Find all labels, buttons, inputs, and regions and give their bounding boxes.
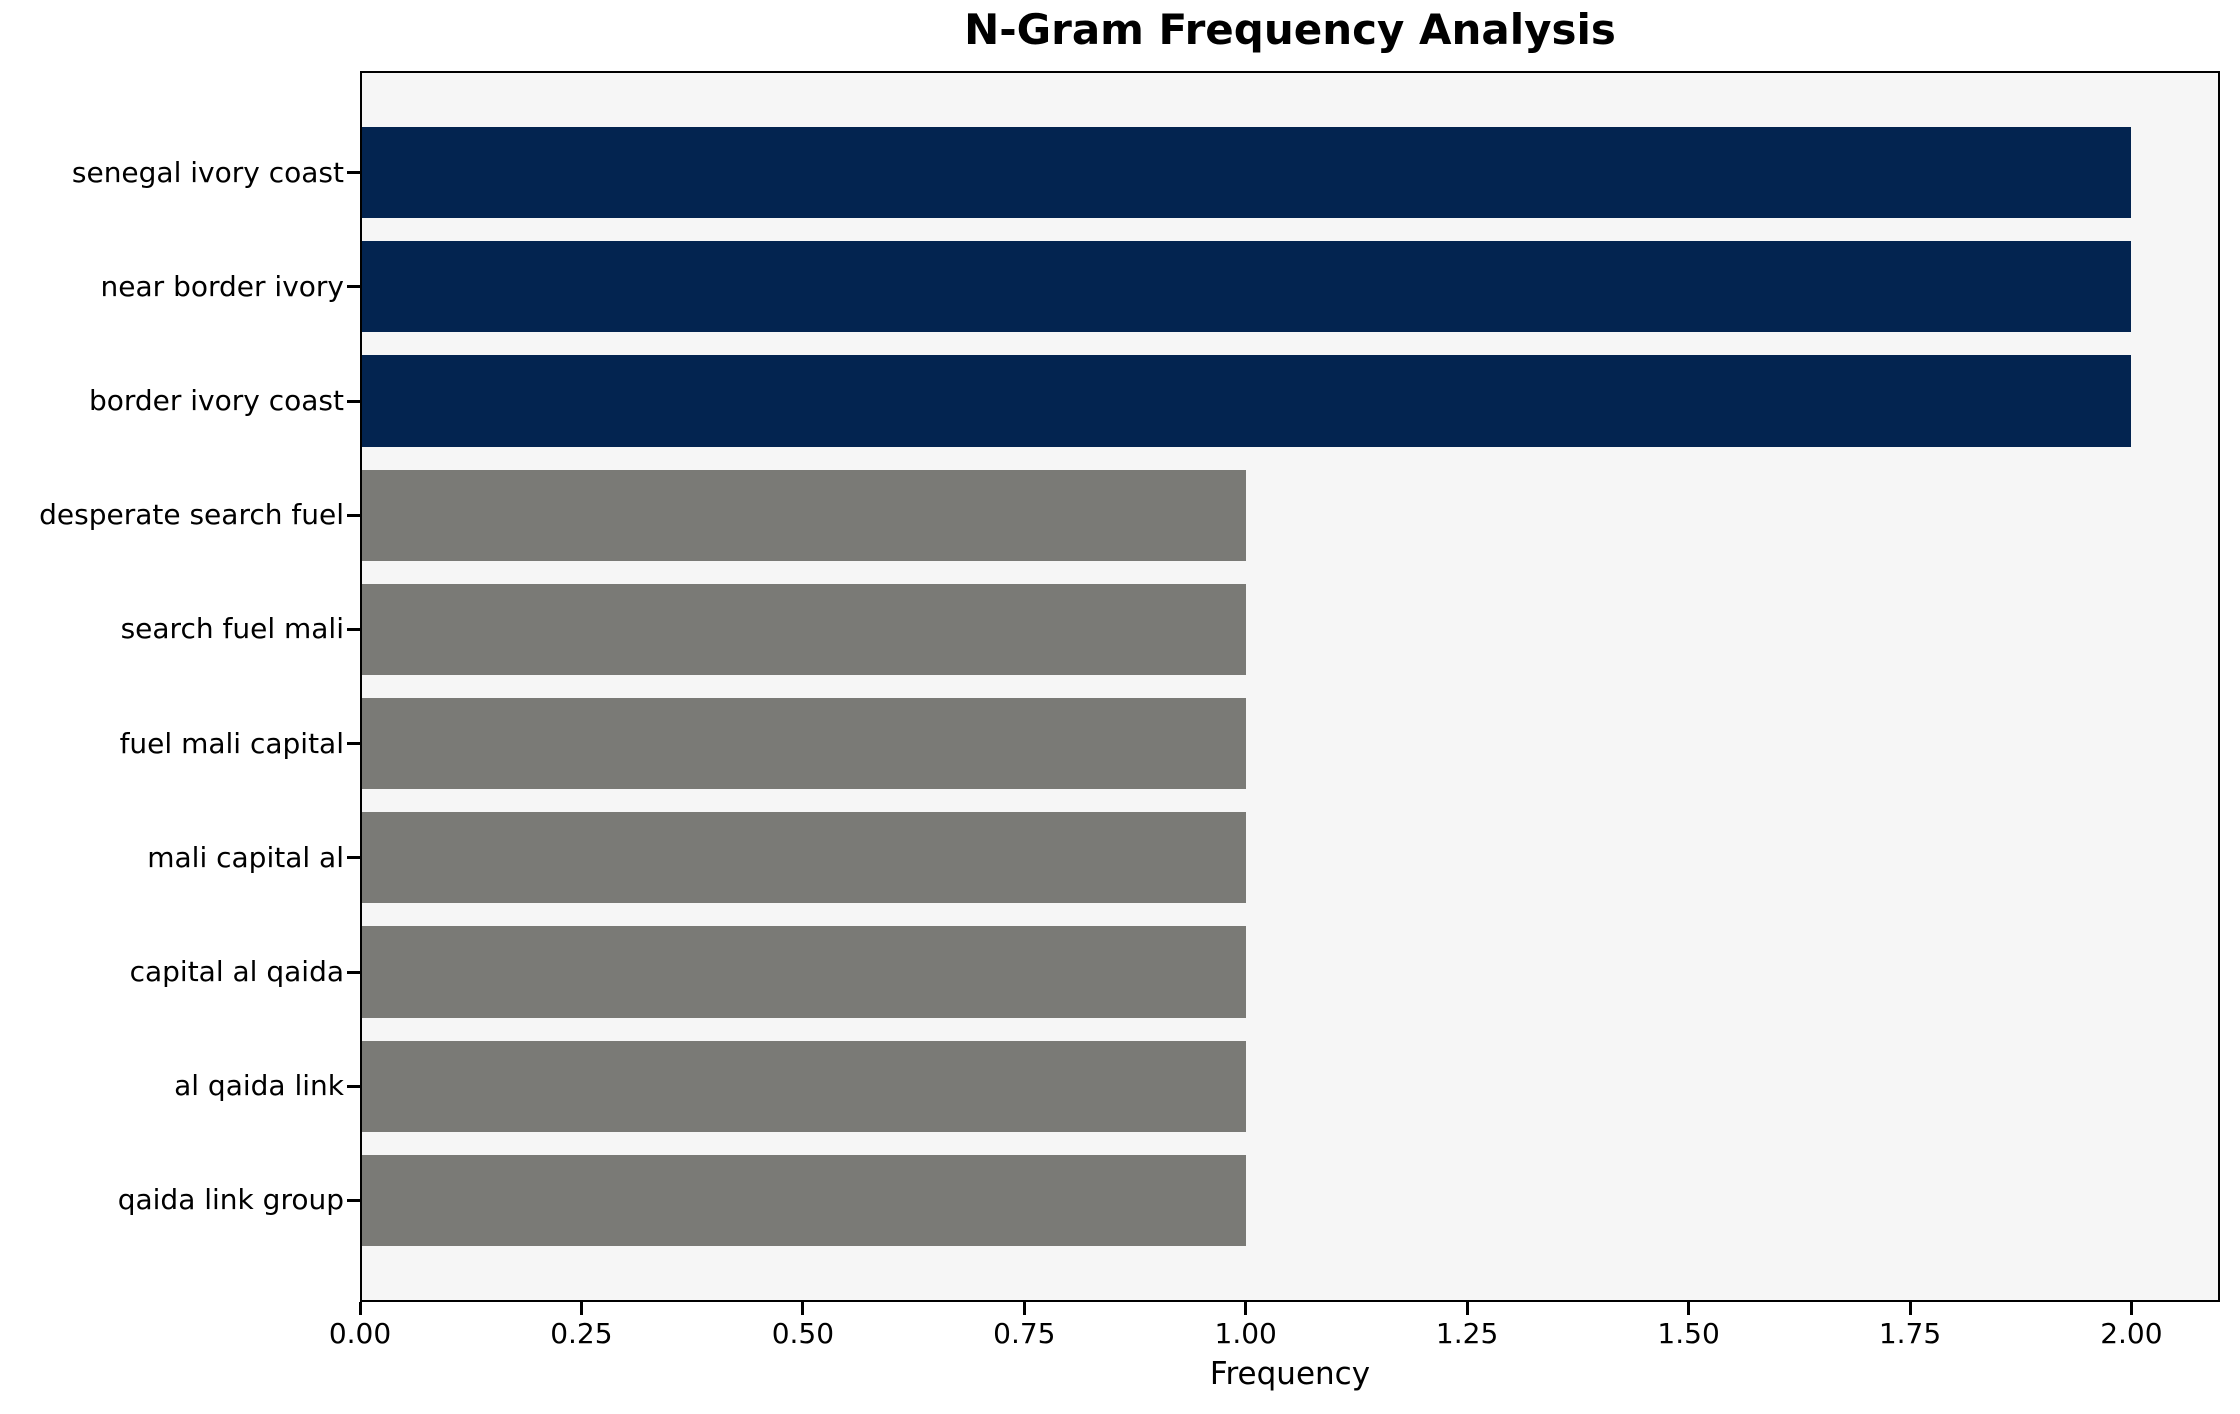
- x-tick-mark: [358, 1302, 362, 1315]
- x-tick-label: 0.50: [771, 1317, 835, 1350]
- x-axis-label: Frequency: [1209, 1356, 1371, 1392]
- x-tick-label: 2.00: [2100, 1317, 2163, 1350]
- y-tick-mark: [347, 856, 360, 860]
- y-tick-label: senegal ivory coast: [71, 155, 344, 189]
- bar-al-qaida-link: [360, 1040, 1246, 1132]
- y-tick-label: capital al qaida: [129, 955, 344, 988]
- y-tick-mark: [347, 627, 360, 631]
- y-tick-mark: [347, 399, 360, 403]
- x-tick-mark: [1465, 1302, 1469, 1315]
- bar-mali-capital-al: [360, 812, 1246, 904]
- y-tick-label: search fuel mali: [120, 612, 344, 646]
- bar-desperate-search-fuel: [360, 469, 1246, 561]
- y-tick-mark: [347, 970, 360, 974]
- x-tick-label: 1.25: [1435, 1317, 1499, 1350]
- y-tick-label: al qaida link: [174, 1069, 344, 1103]
- x-tick-mark: [1687, 1302, 1691, 1315]
- y-tick-mark: [347, 1084, 360, 1088]
- x-tick-mark: [801, 1302, 805, 1315]
- bar-capital-al-qaida: [360, 926, 1246, 1018]
- y-tick-label: mali capital al: [147, 840, 344, 874]
- x-tick-mark: [1022, 1302, 1026, 1315]
- y-tick-label: desperate search fuel: [39, 498, 344, 532]
- bar-senegal-ivory-coast: [360, 127, 2132, 219]
- y-tick-mark: [347, 742, 360, 746]
- x-tick-label: 1.75: [1878, 1317, 1942, 1350]
- y-tick-mark: [347, 285, 360, 289]
- bar-qaida-link-group: [360, 1154, 1246, 1247]
- bar-near-border-ivory: [360, 241, 2132, 333]
- y-tick-mark: [347, 171, 360, 175]
- x-tick-label: 0.25: [550, 1317, 613, 1350]
- x-tick-label: 1.00: [1214, 1317, 1277, 1350]
- y-tick-label: near border ivory: [100, 269, 344, 303]
- chart-title: N-Gram Frequency Analysis: [964, 5, 1616, 54]
- x-tick-label: 0.00: [328, 1317, 392, 1350]
- y-tick-mark: [347, 1198, 360, 1202]
- bar-fuel-mali-capital: [360, 697, 1246, 790]
- bar-search-fuel-mali: [360, 583, 1246, 676]
- x-tick-label: 0.75: [993, 1317, 1056, 1350]
- bar-border-ivory-coast: [360, 355, 2132, 447]
- bars-layer: [360, 71, 2220, 1302]
- x-tick-mark: [579, 1302, 583, 1315]
- y-tick-label: border ivory coast: [88, 384, 344, 417]
- x-tick-mark: [2129, 1302, 2133, 1315]
- x-tick-mark: [1908, 1302, 1912, 1315]
- y-tick-mark: [347, 513, 360, 517]
- y-tick-label: qaida link group: [117, 1183, 344, 1217]
- y-tick-label: fuel mali capital: [119, 726, 344, 760]
- x-tick-mark: [1244, 1302, 1248, 1315]
- x-tick-label: 1.50: [1657, 1317, 1720, 1350]
